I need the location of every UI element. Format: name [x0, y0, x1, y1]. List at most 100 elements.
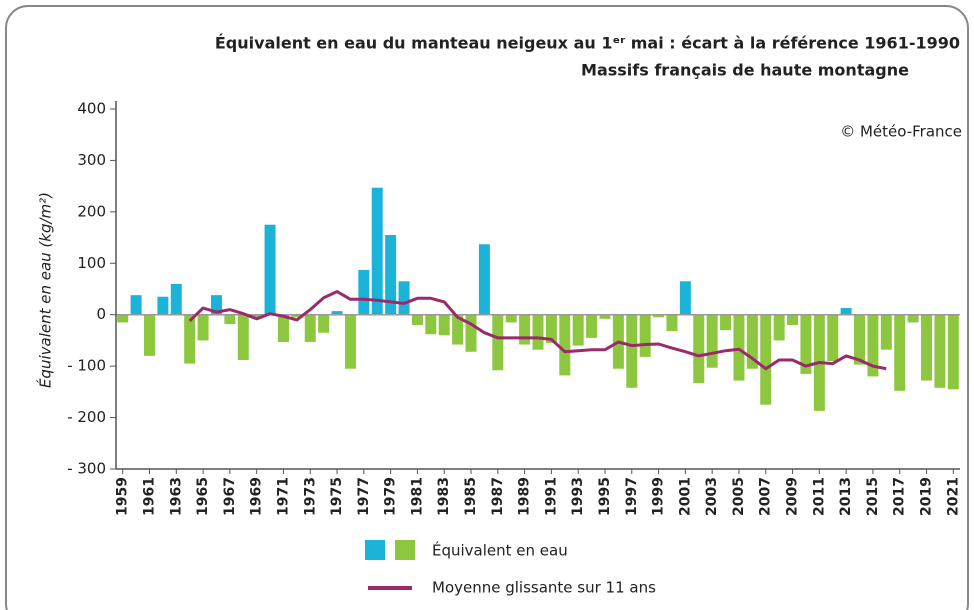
bar	[505, 314, 517, 323]
bar	[117, 314, 129, 323]
bar	[934, 314, 946, 388]
x-tick-label: 2015	[865, 477, 881, 516]
y-tick-label: 300	[77, 151, 106, 169]
bar	[626, 314, 638, 388]
bar	[344, 314, 356, 369]
x-tick-label: 1991	[543, 477, 559, 516]
legend-swatch	[395, 540, 415, 560]
x-tick-label: 1987	[490, 477, 506, 516]
bar	[478, 244, 490, 315]
bar	[358, 269, 370, 315]
y-tick-label: - 300	[67, 460, 106, 478]
bar	[318, 314, 330, 333]
bar	[452, 314, 464, 345]
bar	[733, 314, 745, 381]
bar	[371, 187, 383, 315]
x-tick-label: 1959	[115, 477, 131, 516]
bar	[251, 314, 263, 318]
y-axis-label: Équivalent en eau (kg/m²)	[36, 192, 55, 388]
x-tick-label: 1995	[597, 477, 613, 516]
annotation: © Météo-France	[840, 123, 962, 141]
bar	[264, 224, 276, 315]
bar	[398, 281, 410, 315]
bar	[197, 314, 209, 341]
y-tick-label: 200	[77, 202, 106, 220]
legend-label: Équivalent en eau	[432, 541, 568, 560]
bar	[224, 314, 236, 324]
bar	[760, 314, 772, 405]
x-tick-label: 1977	[356, 477, 372, 516]
bar	[385, 235, 397, 315]
bar	[693, 314, 705, 384]
bar	[425, 314, 437, 335]
bar	[639, 314, 651, 357]
bar	[170, 283, 182, 315]
x-tick-label: 1969	[249, 477, 265, 516]
bar	[787, 314, 799, 325]
x-tick-label: 1967	[222, 477, 238, 516]
x-tick-label: 2017	[892, 477, 908, 516]
bar	[210, 295, 222, 315]
x-tick-label: 1985	[463, 477, 479, 516]
bar	[545, 314, 557, 343]
bar	[130, 295, 142, 315]
bar	[572, 314, 584, 346]
x-tick-label: 1975	[329, 477, 345, 516]
x-tick-label: 2011	[811, 477, 827, 516]
bar	[492, 314, 504, 371]
bar	[880, 314, 892, 350]
bar	[599, 314, 611, 319]
y-tick-label: 0	[96, 305, 106, 323]
x-tick-label: 1965	[195, 477, 211, 516]
x-tick-label: 2003	[704, 477, 720, 516]
bar	[532, 314, 544, 350]
bar	[894, 314, 906, 391]
bar	[653, 314, 665, 318]
bar	[921, 314, 933, 381]
x-tick-label: 2005	[731, 477, 747, 516]
y-tick-label: - 200	[67, 408, 106, 426]
bar	[746, 314, 758, 369]
chart-subtitle: Massifs français de haute montagne	[581, 61, 909, 80]
y-tick-label: - 100	[67, 357, 106, 375]
bar	[773, 314, 785, 341]
x-tick-label: 1989	[517, 477, 533, 516]
bar	[184, 314, 196, 364]
bar	[465, 314, 477, 352]
legend-swatch	[365, 540, 385, 560]
x-tick-label: 2013	[838, 477, 854, 516]
x-tick-label: 2019	[919, 477, 935, 516]
x-tick-label: 2001	[677, 477, 693, 516]
y-tick-label: 400	[77, 100, 106, 118]
bar	[331, 311, 343, 315]
bar	[438, 314, 450, 336]
bar	[867, 314, 879, 377]
x-tick-label: 1961	[141, 477, 157, 516]
bar	[840, 308, 852, 315]
bar	[304, 314, 316, 342]
bar	[237, 314, 249, 360]
bar	[143, 314, 155, 356]
bar	[854, 314, 866, 365]
bar	[277, 314, 289, 342]
chart-title: Équivalent en eau du manteau neigeux au …	[215, 34, 960, 53]
bar	[706, 314, 718, 368]
legend-label: Moyenne glissante sur 11 ans	[432, 579, 656, 597]
moving-average-line	[188, 290, 887, 371]
y-tick-label: 100	[77, 254, 106, 272]
bar	[157, 296, 169, 315]
bar	[559, 314, 571, 376]
bar	[947, 314, 959, 390]
bar	[586, 314, 598, 338]
bar	[827, 314, 839, 361]
x-tick-label: 1979	[383, 477, 399, 516]
x-tick-label: 1993	[570, 477, 586, 516]
bar	[666, 314, 678, 332]
x-tick-label: 1999	[651, 477, 667, 516]
x-tick-label: 1963	[168, 477, 184, 516]
frame	[5, 5, 969, 610]
bar	[291, 314, 303, 318]
bar	[800, 314, 812, 374]
bar	[720, 314, 732, 331]
